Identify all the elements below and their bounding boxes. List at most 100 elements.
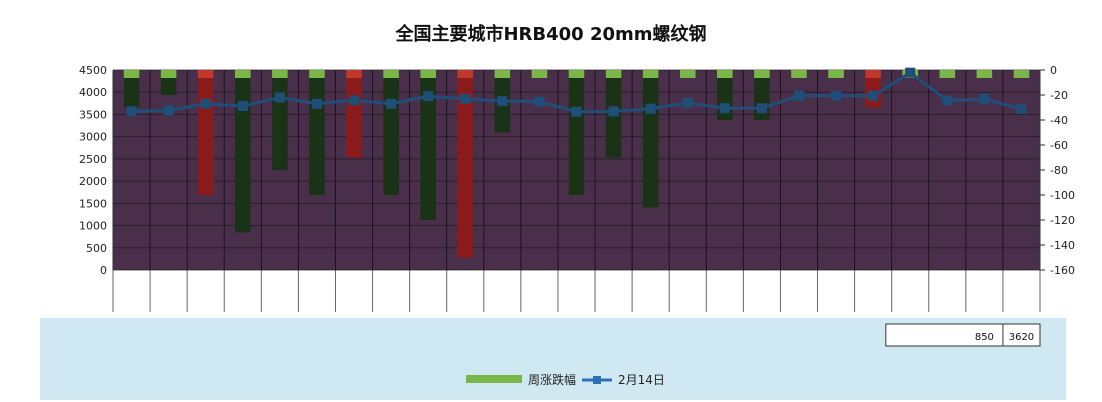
category-label: 贵阳 <box>862 279 884 293</box>
category-label: 天津 <box>603 279 625 293</box>
left-tick-label: 2000 <box>79 175 107 188</box>
right-tick-label: -60 <box>1050 139 1068 152</box>
left-tick-label: 4500 <box>79 64 107 77</box>
category-label: 重庆 <box>788 279 810 293</box>
bar <box>383 70 399 195</box>
category-label: 庄 <box>645 288 656 302</box>
bar <box>457 70 474 258</box>
category-label: 济南 <box>232 279 254 293</box>
legend-label-line: 2月14日 <box>618 373 665 387</box>
legend-swatch-bar <box>466 375 522 383</box>
bar <box>568 70 585 195</box>
category-label: 南宁 <box>380 279 402 293</box>
bar-cap <box>568 70 585 78</box>
category-label: 郑州 <box>528 279 550 293</box>
category-label: 合肥 <box>269 279 291 293</box>
category-label: 石家 <box>639 274 663 288</box>
category-label: 成都 <box>825 279 847 293</box>
right-tick-label: -80 <box>1050 164 1068 177</box>
legend-label-bar: 周涨跌幅 <box>528 372 576 387</box>
bar-cap <box>272 70 288 78</box>
bar-cap <box>976 70 993 78</box>
bar-cap <box>939 70 956 78</box>
data-table: 850 3620 <box>885 323 1041 347</box>
category-label: 杭州 <box>158 279 180 293</box>
line-point <box>645 103 656 114</box>
table-cell-value: 3620 <box>1009 332 1034 343</box>
left-tick-label: 4000 <box>79 86 107 99</box>
category-label: 滨 <box>756 288 767 302</box>
left-tick-label: 3000 <box>79 131 107 144</box>
line-point <box>942 95 953 106</box>
line-point <box>311 98 322 109</box>
line-point <box>163 105 174 116</box>
line-point <box>423 91 434 102</box>
bar-cap <box>865 70 881 78</box>
line-point <box>497 96 508 107</box>
category-label: 木齐 <box>1009 288 1033 302</box>
left-tick-label: 0 <box>100 264 107 277</box>
bar-cap <box>383 70 399 78</box>
right-tick-label: -160 <box>1050 264 1075 277</box>
right-tick-label: -120 <box>1050 214 1075 227</box>
bar-cap <box>160 70 177 78</box>
bar-cap <box>234 70 251 78</box>
axes: 4500 4000 3500 3000 2500 2000 1500 1000 500 0 0 -20… <box>79 64 1075 302</box>
right-tick-label: -140 <box>1050 239 1075 252</box>
bar-cap <box>679 70 696 78</box>
category-label: 长沙 <box>454 279 476 293</box>
bar <box>420 70 436 220</box>
category-label: 兰州 <box>973 279 995 293</box>
bar-cap <box>457 70 474 78</box>
legend-swatch-marker <box>593 376 601 384</box>
bar <box>642 70 659 208</box>
category-label: 南京 <box>195 279 217 293</box>
line-point <box>534 96 545 107</box>
line-point <box>608 106 619 117</box>
bar-cap <box>1013 70 1030 78</box>
chart-marks <box>123 67 1030 258</box>
category-label: 西安 <box>936 279 958 293</box>
right-tick-label: -20 <box>1050 89 1068 102</box>
bar-cap <box>531 70 548 78</box>
left-tick-label: 1000 <box>79 220 107 233</box>
category-label: 武汉 <box>491 279 514 293</box>
bar-cap <box>420 70 436 78</box>
chart-title: 全国主要城市HRB400 20mm螺纹钢 <box>394 23 706 45</box>
category-label: 福州 <box>305 279 328 293</box>
bar-cap <box>754 70 770 78</box>
legend: 周涨跌幅 2月14日 <box>466 372 665 387</box>
right-tick-label: -40 <box>1050 114 1068 127</box>
left-tick-label: 1500 <box>79 197 107 210</box>
right-tick-label: 0 <box>1050 64 1057 77</box>
bar <box>346 70 362 158</box>
bar-cap <box>494 70 511 78</box>
line-point <box>905 67 916 78</box>
line-point <box>237 101 248 111</box>
left-tick-label: 500 <box>86 242 107 255</box>
line-point <box>868 90 879 101</box>
bar-cap <box>346 70 362 78</box>
category-label: 沈阳 <box>714 279 736 293</box>
bar <box>123 70 140 108</box>
bar-cap <box>123 70 140 78</box>
table-cell-value: 850 <box>975 332 994 343</box>
line-point <box>793 90 804 101</box>
category-label: 上海 <box>121 279 143 293</box>
line-point <box>756 103 767 114</box>
line-point <box>831 90 842 101</box>
right-tick-label: -100 <box>1050 189 1075 202</box>
line-point <box>126 106 137 117</box>
line-point <box>460 93 471 104</box>
category-label: 广州 <box>417 279 439 293</box>
bar <box>272 70 288 170</box>
bar-cap <box>605 70 622 78</box>
line-point <box>719 103 730 114</box>
bar <box>309 70 325 195</box>
bar-cap <box>197 70 214 78</box>
line-point <box>571 106 582 117</box>
bar-cap <box>642 70 659 78</box>
left-tick-label: 2500 <box>79 153 107 166</box>
line-point <box>349 95 360 106</box>
